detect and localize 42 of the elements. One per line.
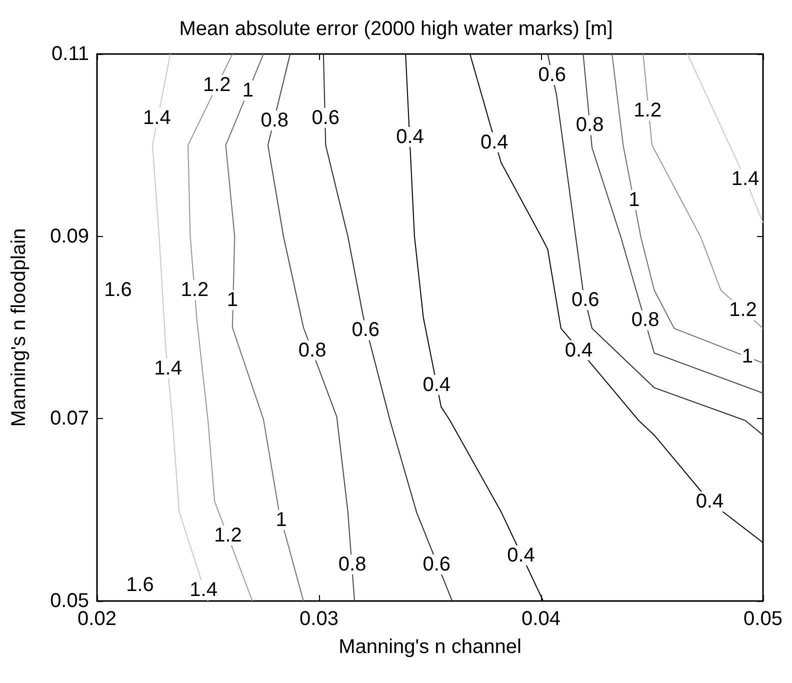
annotation: 1.2	[202, 74, 231, 96]
annotation: 1.4	[143, 106, 171, 129]
annotation: 1	[742, 346, 754, 368]
annotation: 1.4	[731, 168, 760, 190]
annotation: 1	[628, 188, 640, 211]
annotation: 0.8	[338, 554, 366, 576]
annotation: 0.4	[422, 374, 451, 396]
annotation: 0.4	[480, 131, 508, 154]
x-tick-label: 0.03	[300, 608, 338, 630]
chart-title: Mean absolute error (2000 high water marks) [m]	[179, 18, 613, 40]
annotation: 0.4	[564, 339, 593, 362]
x-tick-label: 0.04	[522, 608, 560, 630]
x-tick-label: 0.05	[744, 608, 782, 630]
x-axis-title: Manning's n channel	[338, 636, 522, 658]
annotation: 0.4	[396, 126, 424, 148]
annotation: 0.6	[538, 64, 566, 86]
annotation: 1.2	[214, 524, 242, 546]
annotation: 0.6	[312, 106, 340, 129]
annotation: 0.4	[696, 490, 724, 513]
annotation: 0.4	[507, 544, 535, 566]
y-tick-label: 0.07	[50, 408, 89, 430]
annotation: 0.8	[298, 339, 326, 362]
annotation: 1	[242, 79, 254, 102]
annotation: 1	[276, 508, 287, 531]
y-axis-title: Manning's n floodplain	[8, 228, 30, 427]
annotation: 1.2	[180, 279, 209, 302]
annotation: 0.6	[422, 554, 451, 576]
annotation: 1.2	[634, 100, 662, 122]
annotation: 1.4	[154, 358, 182, 380]
annotation: 0.8	[260, 110, 289, 132]
annotation: 1.6	[126, 574, 154, 596]
y-tick-label: 0.09	[50, 225, 89, 248]
annotation: 1	[226, 289, 238, 312]
annotation: 1.6	[104, 279, 132, 301]
annotation: 0.6	[571, 289, 600, 312]
annotation: 0.8	[576, 114, 604, 136]
annotation: 1.2	[729, 299, 757, 322]
y-tick-label: 0.11	[52, 43, 89, 65]
annotation: 1.4	[190, 579, 218, 602]
line-series	[612, 54, 764, 364]
annotation: 0.8	[631, 309, 660, 332]
annotation: 0.6	[352, 319, 380, 342]
